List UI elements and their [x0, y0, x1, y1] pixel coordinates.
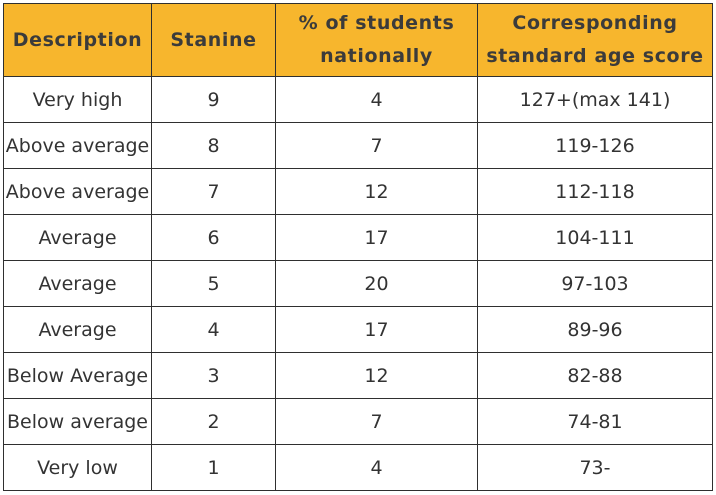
- cell-score: 104-111: [477, 214, 713, 261]
- stanine-table-container: Description Stanine % of students nation…: [3, 3, 713, 491]
- header-row: Description Stanine % of students nation…: [3, 3, 713, 77]
- cell-score: 74-81: [477, 398, 713, 445]
- table-row: Above average 8 7 119-126: [3, 122, 713, 169]
- cell-percent: 4: [275, 76, 478, 123]
- cell-stanine: 4: [151, 306, 276, 353]
- cell-score: 82-88: [477, 352, 713, 399]
- table-row: Very high 9 4 127+(max 141): [3, 76, 713, 123]
- cell-stanine: 9: [151, 76, 276, 123]
- cell-score: 73-: [477, 444, 713, 491]
- header-stanine: Stanine: [151, 3, 276, 77]
- cell-score: 112-118: [477, 168, 713, 215]
- table-row: Very low 1 4 73-: [3, 444, 713, 491]
- cell-description: Average: [3, 306, 152, 353]
- cell-description: Average: [3, 214, 152, 261]
- cell-description: Below average: [3, 398, 152, 445]
- cell-stanine: 2: [151, 398, 276, 445]
- cell-score: 97-103: [477, 260, 713, 307]
- header-description: Description: [3, 3, 152, 77]
- cell-description: Below Average: [3, 352, 152, 399]
- cell-description: Above average: [3, 122, 152, 169]
- table-row: Above average 7 12 112-118: [3, 168, 713, 215]
- cell-stanine: 8: [151, 122, 276, 169]
- cell-stanine: 7: [151, 168, 276, 215]
- cell-description: Above average: [3, 168, 152, 215]
- header-standard-age-score: Corresponding standard age score: [477, 3, 713, 77]
- cell-description: Very high: [3, 76, 152, 123]
- cell-score: 119-126: [477, 122, 713, 169]
- table-row: Average 4 17 89-96: [3, 306, 713, 353]
- cell-description: Very low: [3, 444, 152, 491]
- cell-stanine: 1: [151, 444, 276, 491]
- cell-stanine: 5: [151, 260, 276, 307]
- cell-percent: 12: [275, 352, 478, 399]
- cell-stanine: 3: [151, 352, 276, 399]
- table-row: Below Average 3 12 82-88: [3, 352, 713, 399]
- cell-percent: 7: [275, 122, 478, 169]
- cell-stanine: 6: [151, 214, 276, 261]
- cell-percent: 7: [275, 398, 478, 445]
- header-percent-students: % of students nationally: [275, 3, 478, 77]
- table-row: Average 6 17 104-111: [3, 214, 713, 261]
- cell-score: 89-96: [477, 306, 713, 353]
- table-body: Very high 9 4 127+(max 141) Above averag…: [3, 76, 713, 491]
- table-row: Average 5 20 97-103: [3, 260, 713, 307]
- cell-percent: 20: [275, 260, 478, 307]
- cell-score: 127+(max 141): [477, 76, 713, 123]
- table-header: Description Stanine % of students nation…: [3, 3, 713, 77]
- table-row: Below average 2 7 74-81: [3, 398, 713, 445]
- cell-percent: 17: [275, 214, 478, 261]
- cell-percent: 12: [275, 168, 478, 215]
- stanine-table: Description Stanine % of students nation…: [3, 3, 713, 491]
- cell-description: Average: [3, 260, 152, 307]
- cell-percent: 17: [275, 306, 478, 353]
- cell-percent: 4: [275, 444, 478, 491]
